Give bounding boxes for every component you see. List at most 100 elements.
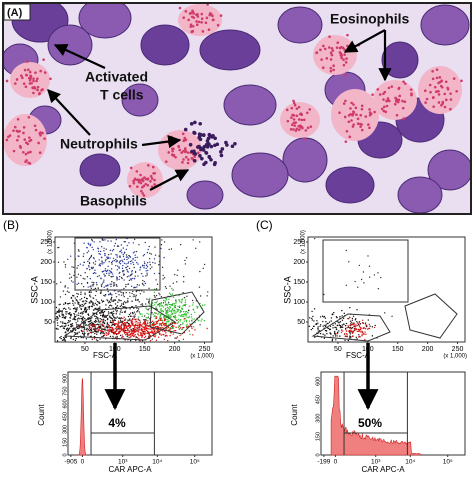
event-dot [64, 302, 67, 304]
granule [443, 105, 447, 109]
event-dot [62, 322, 64, 325]
event-dot [63, 303, 65, 305]
event-dot [127, 257, 130, 259]
granule [343, 53, 346, 56]
granule [376, 88, 380, 91]
event-dot [93, 281, 95, 284]
event-dot [105, 304, 107, 306]
event-dot [87, 328, 90, 331]
event-dot [138, 322, 140, 324]
event-dot [87, 313, 89, 315]
event-dot [94, 263, 96, 265]
event-dot [191, 299, 194, 302]
event-dot [161, 321, 164, 323]
event-dot [110, 321, 113, 324]
event-dot [116, 276, 118, 278]
granule [437, 89, 440, 93]
event-dot [134, 256, 136, 259]
event-dot [336, 333, 338, 335]
event-dot [185, 314, 187, 316]
granule [204, 21, 208, 25]
event-dot [188, 320, 191, 322]
event-dot [102, 324, 105, 327]
event-dot [114, 299, 116, 301]
event-dot [99, 323, 101, 325]
event-dot [162, 334, 165, 336]
event-dot [328, 321, 331, 323]
event-dot [58, 304, 60, 306]
granule [174, 155, 177, 159]
event-dot [109, 321, 112, 324]
event-dot [119, 319, 122, 321]
event-dot [173, 303, 176, 305]
event-dot [149, 328, 151, 330]
event-dot [143, 284, 145, 287]
y-unit: (x 1,000) [301, 230, 307, 254]
event-dot [165, 334, 167, 337]
event-dot [70, 315, 72, 317]
event-dot [119, 256, 121, 258]
granule [437, 101, 441, 104]
event-dot [322, 333, 324, 335]
event-dot [156, 283, 159, 285]
event-dot [184, 299, 187, 301]
event-dot [85, 297, 88, 300]
x-tick-label: -905 [64, 459, 77, 466]
event-dot [140, 303, 142, 306]
event-dot [128, 327, 131, 329]
event-dot [139, 321, 142, 323]
event-dot [83, 303, 86, 305]
granule [38, 151, 42, 154]
granule [292, 99, 295, 103]
event-dot [175, 326, 177, 329]
event-dot [94, 287, 97, 290]
event-dot [90, 255, 92, 258]
event-dot [96, 300, 99, 303]
event-dot [367, 319, 369, 321]
event-dot [134, 254, 136, 256]
event-dot [137, 316, 140, 318]
cell [178, 4, 222, 36]
event-dot [311, 310, 313, 313]
event-dot [144, 335, 147, 337]
x-tick-label: 150 [139, 346, 151, 353]
event-dot [176, 336, 179, 338]
event-dot [124, 323, 127, 326]
event-dot [60, 310, 62, 312]
event-dot [131, 300, 133, 302]
event-dot [341, 319, 344, 321]
event-dot [145, 328, 147, 330]
event-dot [79, 318, 81, 320]
granule [153, 183, 156, 186]
event-dot [156, 322, 159, 325]
event-dot [89, 268, 91, 271]
granule [189, 11, 193, 15]
event-dot [153, 312, 156, 314]
y-tick-label: 150 [40, 279, 52, 286]
granule [290, 123, 294, 127]
granule [141, 192, 144, 195]
gate-percent: 50% [358, 416, 382, 430]
event-dot [116, 329, 118, 331]
y-tick-label: 900 [62, 374, 68, 383]
event-dot [106, 324, 108, 326]
event-dot [361, 319, 364, 322]
event-dot [142, 265, 144, 267]
granule [403, 100, 407, 104]
event-dot [57, 317, 59, 320]
gate [311, 313, 391, 342]
event-dot [123, 300, 126, 303]
event-dot [109, 330, 111, 332]
event-dot [169, 314, 171, 316]
event-dot [95, 282, 98, 284]
event-dot [122, 247, 125, 249]
event-dot [102, 331, 105, 333]
event-dot [359, 331, 361, 333]
granule [350, 101, 353, 105]
event-dot [164, 324, 167, 326]
event-dot [79, 326, 81, 329]
event-dot [128, 279, 131, 282]
event-dot [158, 303, 160, 306]
granule [367, 123, 370, 126]
event-dot [127, 283, 129, 286]
